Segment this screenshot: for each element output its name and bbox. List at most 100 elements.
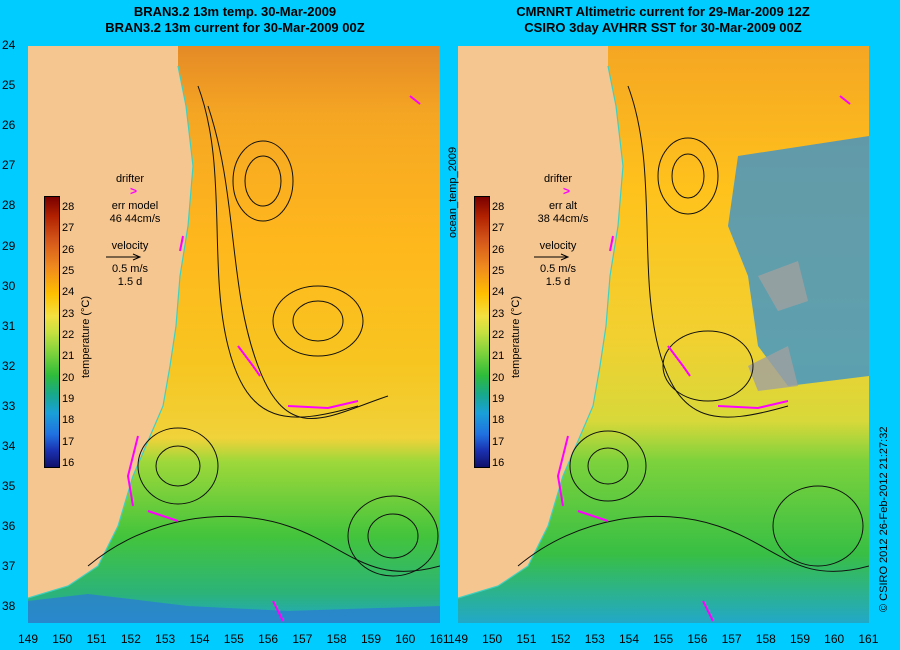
lat-tick-28: 28	[2, 198, 16, 213]
colorbar-tick-21: 21	[62, 350, 75, 363]
lat-tick-31: 31	[2, 318, 16, 333]
colorbar-tick-28: 28	[62, 201, 75, 213]
lat-tick-30: 30	[2, 278, 16, 293]
colorbar-tick-16: 16	[62, 457, 75, 469]
left-coastline	[28, 65, 194, 599]
lon-tick-right-152: 152	[550, 632, 571, 646]
lon-tick-left-152: 152	[120, 632, 141, 646]
left-ocean	[28, 46, 440, 623]
lon-tick-right-161: 161	[858, 632, 879, 646]
colorbar-tick-17: 17	[492, 435, 505, 448]
right-cloud-region	[748, 261, 808, 391]
colorbar-tick-27: 27	[62, 222, 75, 235]
lon-tick-left-159: 159	[360, 632, 382, 646]
right-drifter-symbol: >	[563, 184, 571, 198]
lon-tick-right-160: 160	[824, 632, 845, 646]
lon-tick-left-157: 157	[292, 632, 313, 646]
colorbar-tick-22: 22	[492, 329, 505, 341]
lat-tick-25: 25	[2, 78, 16, 93]
left-colorbar-label: temperature (°C)	[80, 295, 92, 378]
lon-tick-left-160: 160	[395, 632, 416, 646]
lat-tick-33: 33	[2, 398, 16, 413]
lat-tick-37: 37	[2, 559, 16, 574]
lon-tick-left-153: 153	[155, 632, 176, 646]
colorbar-tick-26: 26	[62, 243, 75, 256]
lat-tick-36: 36	[2, 519, 16, 534]
lon-tick-left-154: 154	[189, 632, 210, 646]
lat-tick-38: 38	[2, 599, 16, 614]
colorbar-tick-20: 20	[492, 371, 505, 384]
lon-tick-right-154: 154	[618, 632, 640, 646]
lat-tick-26: 26	[2, 118, 16, 133]
left-panel-title: BRAN3.2 13m temp. 30-Mar-2009 BRAN3.2 13…	[30, 4, 440, 36]
lat-tick-27: 27	[2, 158, 16, 173]
left-title-line1: BRAN3.2 13m temp. 30-Mar-2009	[133, 4, 337, 19]
left-drifter-symbol: >	[130, 184, 138, 198]
left-velocity-scale: 0.5 m/s	[111, 263, 149, 275]
right-velocity-scale: 0.5 m/s	[539, 263, 577, 275]
right-drifter-tracks	[556, 95, 851, 622]
colorbar-tick-24: 24	[62, 286, 75, 299]
colorbar-tick-18: 18	[62, 414, 75, 427]
left-velocity-arrow	[106, 253, 142, 261]
colorbar-tick-28: 28	[492, 201, 505, 213]
left-drifter-label: drifter	[115, 173, 145, 185]
lon-tick-right-158: 158	[755, 632, 776, 646]
lon-tick-right-155: 155	[653, 632, 674, 646]
left-velocity-label: velocity	[111, 240, 149, 252]
colorbar-tick-23: 23	[62, 307, 75, 320]
lon-tick-left-151: 151	[86, 632, 107, 646]
lat-tick-35: 35	[2, 479, 16, 494]
left-colorbar	[44, 196, 60, 468]
lon-tick-right-153: 153	[584, 632, 605, 646]
lon-tick-left-158: 158	[326, 632, 347, 646]
right-coastline	[458, 65, 624, 599]
colorbar-tick-21: 21	[492, 350, 505, 363]
colorbar-tick-22: 22	[62, 329, 75, 341]
right-err-value: 38 44cm/s	[537, 213, 589, 225]
right-colorbar	[474, 196, 490, 468]
colorbar-tick-20: 20	[62, 371, 75, 384]
lon-tick-right-150: 150	[482, 632, 503, 646]
right-velocity-time: 1.5 d	[545, 276, 571, 288]
right-drifter-label: drifter	[543, 173, 573, 185]
lon-tick-left-156: 156	[258, 632, 279, 646]
right-panel-title: CMRNRT Altimetric current for 29-Mar-200…	[458, 4, 868, 36]
lon-tick-right-157: 157	[721, 632, 742, 646]
lon-tick-left-149: 149	[17, 632, 39, 646]
lon-tick-left-150: 150	[52, 632, 73, 646]
right-map-panel	[458, 46, 869, 623]
right-err-label: err alt	[548, 200, 578, 212]
colorbar-tick-24: 24	[492, 286, 505, 299]
left-err-value: 46 44cm/s	[109, 213, 161, 225]
left-eddy-streamlines	[87, 85, 440, 577]
right-title-line2: CSIRO 3day AVHRR SST for 30-Mar-2009 00Z	[524, 20, 802, 35]
right-velocity-arrow	[534, 253, 570, 261]
lon-tick-right-156: 156	[687, 632, 708, 646]
left-map-panel	[28, 46, 440, 623]
lon-tick-right-149: 149	[447, 632, 469, 646]
lat-tick-32: 32	[2, 358, 16, 373]
copyright-text: © CSIRO 2012 26-Feb-2012 21:27:32	[878, 426, 890, 612]
left-title-line2: BRAN3.2 13m current for 30-Mar-2009 00Z	[105, 20, 365, 35]
left-shelf-blue	[28, 594, 440, 623]
colorbar-tick-27: 27	[492, 222, 505, 235]
colorbar-tick-18: 18	[492, 414, 505, 427]
lat-tick-34: 34	[2, 439, 16, 453]
colorbar-tick-17: 17	[62, 435, 75, 448]
colorbar-tick-26: 26	[492, 243, 505, 256]
right-colorbar-label: temperature (°C)	[510, 295, 522, 378]
right-velocity-label: velocity	[539, 240, 577, 252]
lon-tick-left-161: 161	[429, 632, 450, 646]
right-cold-region	[728, 136, 869, 386]
lat-tick-29: 29	[2, 238, 16, 253]
side-label: ocean_temp_2009	[447, 146, 459, 238]
colorbar-tick-16: 16	[492, 457, 505, 469]
right-map-svg	[458, 46, 869, 623]
lon-tick-right-151: 151	[516, 632, 537, 646]
colorbar-tick-19: 19	[492, 393, 505, 405]
right-title-line1: CMRNRT Altimetric current for 29-Mar-200…	[516, 4, 810, 19]
colorbar-tick-23: 23	[492, 307, 505, 320]
left-err-label: err model	[111, 200, 159, 212]
lon-tick-left-155: 155	[223, 632, 244, 646]
